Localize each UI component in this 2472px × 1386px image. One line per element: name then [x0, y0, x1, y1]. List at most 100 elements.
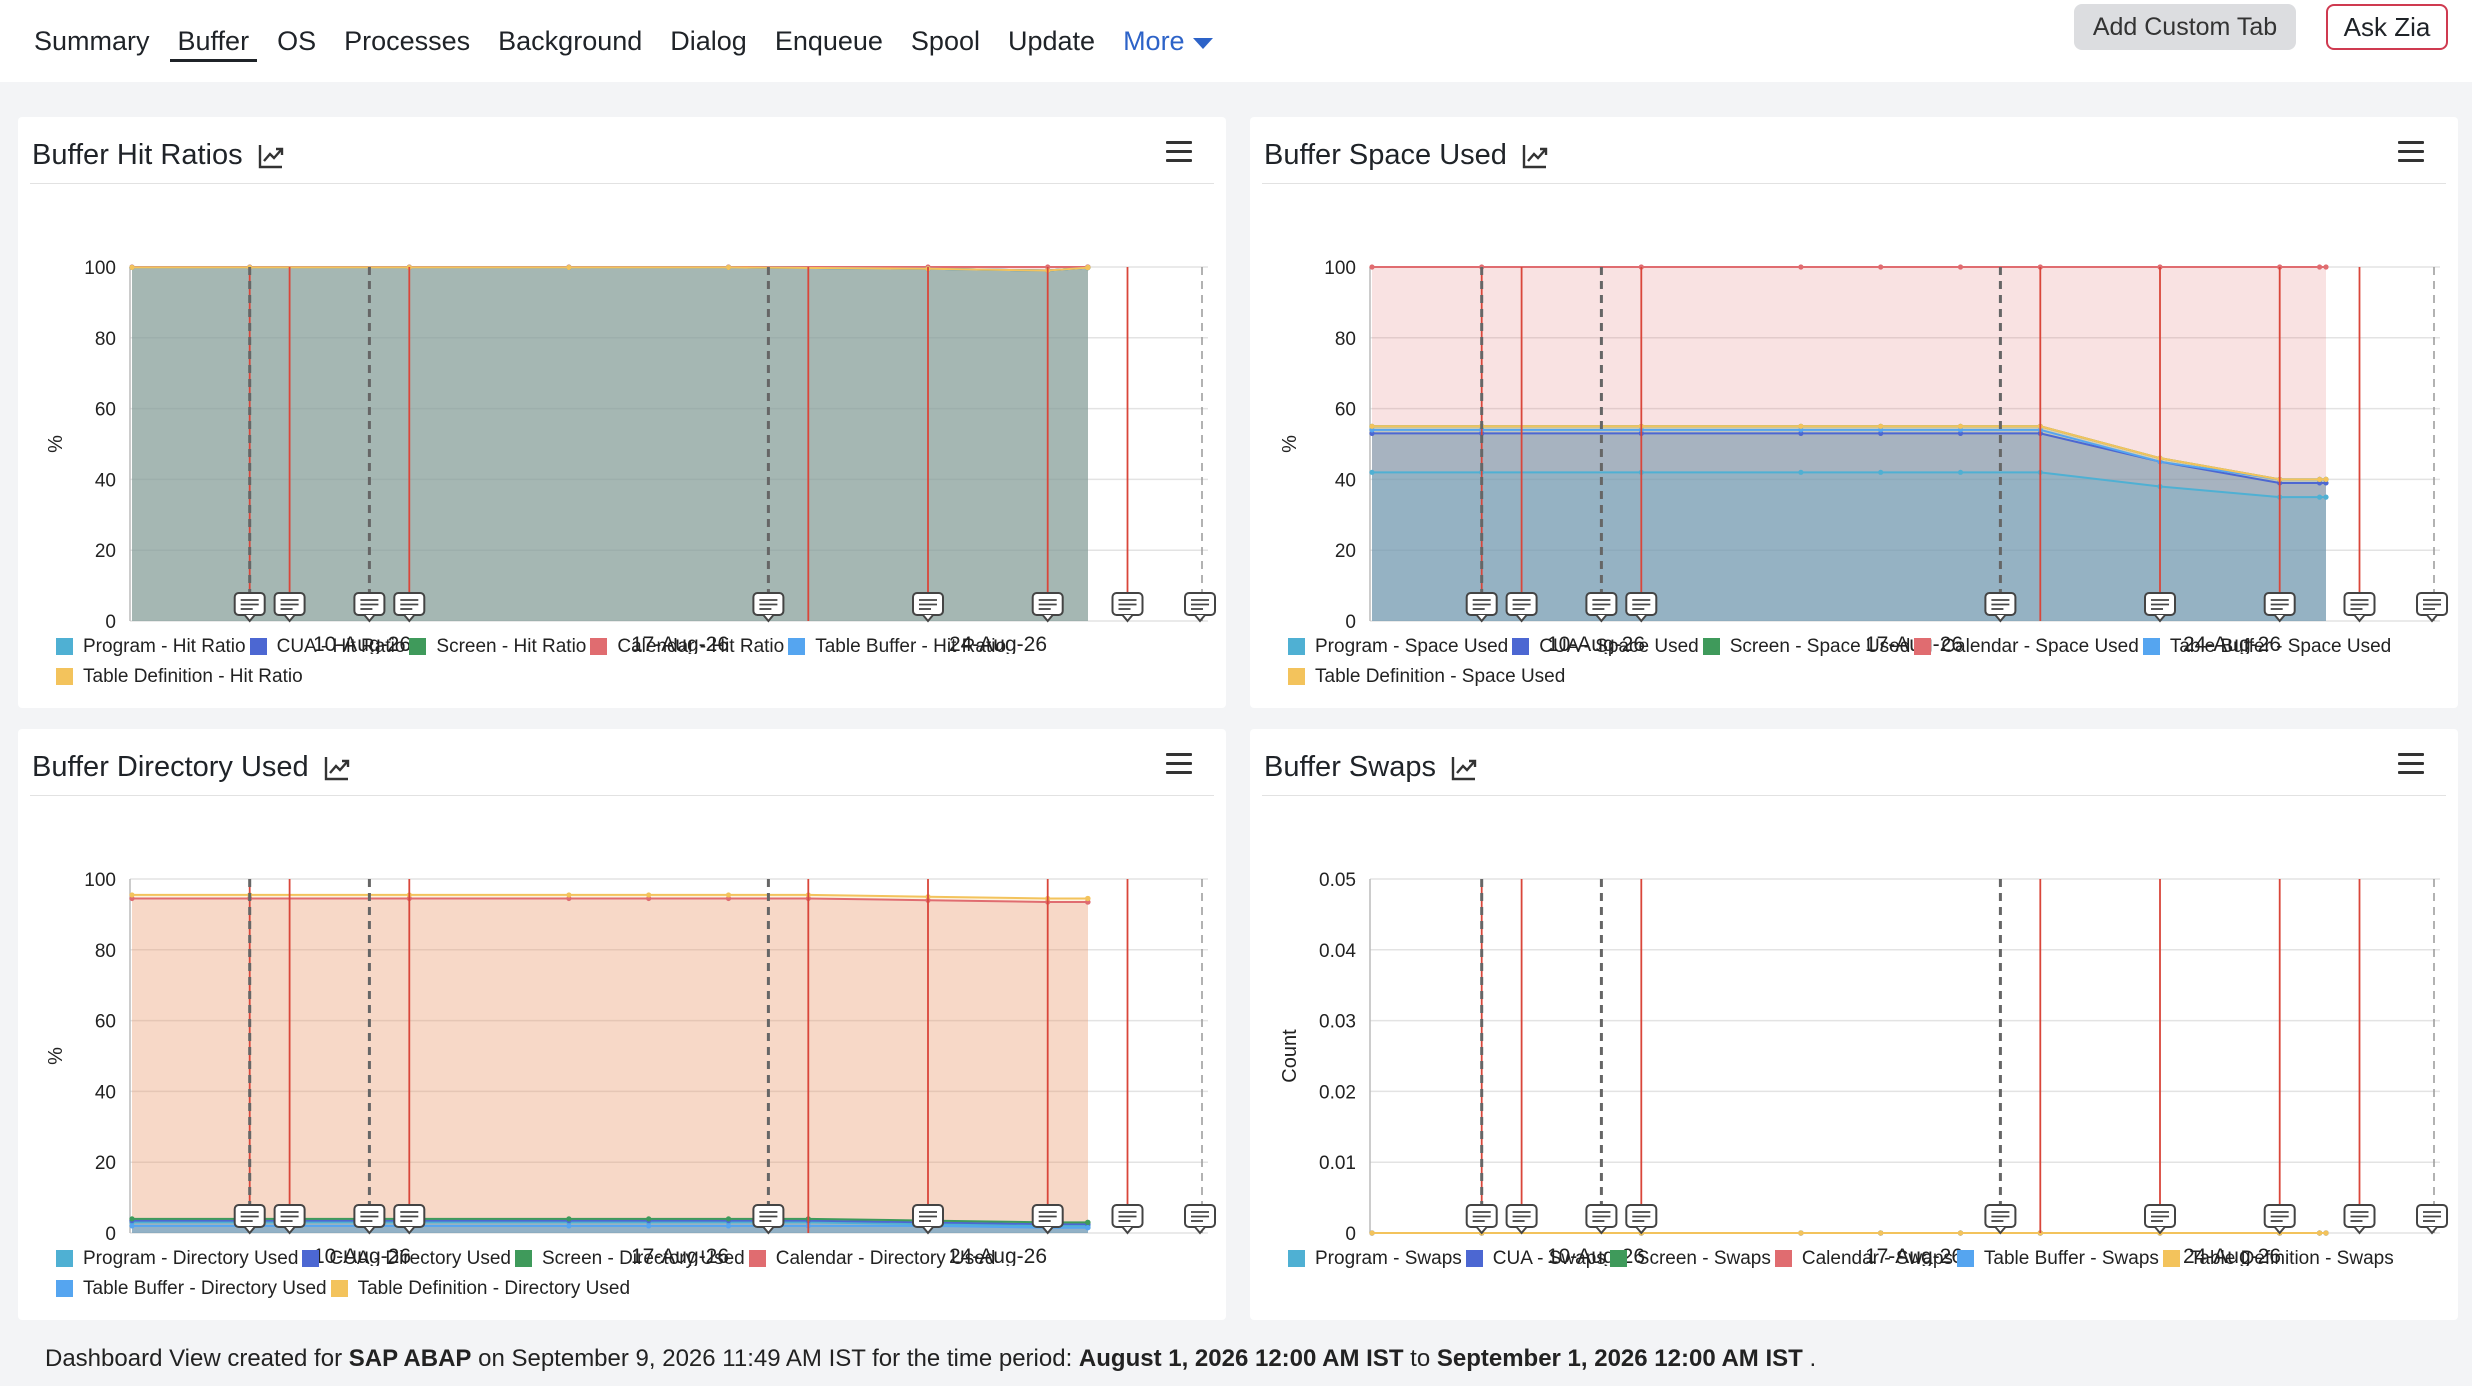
- note-marker-icon: [1465, 592, 1498, 623]
- legend-swatch: [2162, 1250, 2180, 1267]
- note-marker-icon: [1585, 592, 1618, 623]
- data-point: [1957, 469, 1964, 475]
- legend-swatch: [748, 1250, 766, 1267]
- trend-chart-icon[interactable]: [257, 142, 285, 170]
- legend-label: Program - Directory Used: [83, 1248, 299, 1269]
- legend-item[interactable]: Screen - Space Used: [1702, 633, 1910, 660]
- legend-swatch: [1512, 638, 1530, 655]
- y-tick-label: 0.01: [1319, 1153, 1356, 1174]
- note-marker-tail: [283, 614, 296, 623]
- legend-item[interactable]: Table Definition - Directory Used: [330, 1275, 630, 1302]
- legend-item[interactable]: Table Buffer - Swaps: [1956, 1245, 2159, 1272]
- trend-chart-icon[interactable]: [1450, 754, 1478, 782]
- legend-item[interactable]: CUA - Swaps: [1465, 1245, 1606, 1272]
- legend-item[interactable]: Calendar - Directory Used: [748, 1245, 995, 1272]
- tab-summary[interactable]: Summary: [34, 25, 150, 56]
- tab-processes[interactable]: Processes: [344, 25, 471, 56]
- legend-item[interactable]: Table Buffer - Directory Used: [56, 1275, 327, 1302]
- data-point: [725, 892, 732, 898]
- tab-enqueue[interactable]: Enqueue: [774, 25, 883, 56]
- data-point: [129, 264, 135, 270]
- y-tick-label: 40: [95, 470, 116, 491]
- legend-swatch: [1288, 1250, 1305, 1267]
- y-tick-label: 60: [1335, 400, 1356, 421]
- chart-svg: 0 20 40 60 80 100% 10-Aug-26 17-Aug-26 24-Aug-26: [45, 258, 1216, 654]
- legend-swatch: [1288, 638, 1305, 655]
- series-area: [1372, 426, 2326, 621]
- data-point: [566, 264, 572, 270]
- legend-swatch: [409, 638, 427, 655]
- trend-chart-icon[interactable]: [323, 754, 351, 782]
- note-marker-icon: [1984, 592, 2017, 623]
- legend-item[interactable]: Calendar - Hit Ratio: [590, 633, 784, 660]
- legend-swatch: [788, 638, 806, 655]
- note-marker-tail: [2353, 1226, 2366, 1235]
- note-marker-tail: [1635, 1226, 1648, 1235]
- legend-label: Calendar - Space Used: [1941, 636, 2139, 657]
- legend-swatch: [1774, 1250, 1792, 1267]
- legend-item[interactable]: Program - Swaps: [1288, 1245, 1462, 1272]
- x-tick-label: 17-Aug-26: [631, 633, 729, 654]
- legend-item[interactable]: CUA - Hit Ratio: [249, 633, 406, 660]
- hamburger-menu-icon[interactable]: [1166, 753, 1192, 775]
- series-area: [132, 267, 1088, 621]
- legend-item[interactable]: Program - Directory Used: [56, 1245, 298, 1272]
- legend-item[interactable]: Program - Space Used: [1288, 633, 1508, 660]
- legend-swatch: [56, 1250, 73, 1267]
- legend-label: CUA - Hit Ratio: [276, 636, 406, 657]
- data-point: [1369, 469, 1375, 475]
- note-marker-icon: [1505, 1204, 1538, 1235]
- tab-spool[interactable]: Spool: [910, 25, 980, 56]
- note-marker-tail: [1994, 1226, 2007, 1235]
- y-tick-label: 20: [95, 1153, 116, 1174]
- note-marker-icon: [2343, 1204, 2376, 1235]
- legend-item[interactable]: Calendar - Space Used: [1914, 633, 2139, 660]
- x-tick-label: 10-Aug-26: [1547, 633, 1645, 654]
- ask-zia-button[interactable]: Ask Zia: [2326, 4, 2448, 50]
- legend-item[interactable]: Screen - Hit Ratio: [409, 633, 586, 660]
- legend-item[interactable]: Table Buffer - Hit Ratio: [788, 633, 1006, 660]
- note-marker-icon: [353, 1204, 386, 1235]
- x-tick-label: 10-Aug-26: [313, 633, 411, 654]
- note-marker-icon: [1984, 1204, 2017, 1235]
- data-point: [1085, 1219, 1091, 1225]
- tab-background[interactable]: Background: [498, 25, 643, 56]
- legend-item[interactable]: CUA - Space Used: [1512, 633, 1699, 660]
- data-point: [1878, 469, 1884, 475]
- legend-label: CUA - Space Used: [1539, 636, 1699, 657]
- legend-item[interactable]: Calendar - Swaps: [1774, 1245, 1953, 1272]
- more-tabs-dropdown[interactable]: More: [1109, 0, 1227, 82]
- legend-item[interactable]: Program - Hit Ratio: [56, 633, 246, 660]
- tab-update[interactable]: Update: [1007, 25, 1096, 56]
- note-marker-icon: [1031, 1204, 1064, 1235]
- legend-item[interactable]: CUA - Directory Used: [302, 1245, 511, 1272]
- tab-os[interactable]: OS: [277, 25, 317, 56]
- note-marker-icon: [1505, 592, 1538, 623]
- legend-item[interactable]: Table Definition - Space Used: [1288, 663, 1565, 690]
- data-point: [2323, 476, 2329, 482]
- note-marker-icon: [1031, 592, 1064, 623]
- add-custom-tab-button[interactable]: Add Custom Tab: [2074, 4, 2296, 50]
- legend-item[interactable]: Screen - Directory Used: [515, 1245, 745, 1272]
- trend-chart-icon[interactable]: [1521, 142, 1549, 170]
- panel-title-text: Buffer Directory Used: [32, 751, 309, 783]
- note-marker-tail: [2154, 614, 2166, 623]
- hamburger-menu-icon[interactable]: [2398, 753, 2424, 775]
- legend-item[interactable]: Table Buffer - Space Used: [2142, 633, 2391, 660]
- legend-item[interactable]: Table Definition - Hit Ratio: [56, 663, 303, 690]
- legend-item[interactable]: Table Definition - Swaps: [2162, 1245, 2394, 1272]
- tab-dialog[interactable]: Dialog: [670, 25, 747, 56]
- data-point: [646, 892, 652, 898]
- note-marker-tail: [2273, 1226, 2286, 1235]
- y-tick-label: 0.05: [1319, 870, 1356, 891]
- hamburger-menu-icon[interactable]: [1166, 141, 1192, 163]
- data-point: [129, 1223, 135, 1229]
- panel-title-text: Buffer Swaps: [1264, 751, 1436, 783]
- tab-buffer[interactable]: Buffer: [164, 0, 264, 82]
- series-area: [132, 267, 1088, 621]
- note-marker-tail: [243, 614, 256, 623]
- x-tick-label: 24-Aug-26: [2183, 1245, 2281, 1266]
- hamburger-menu-icon[interactable]: [2398, 141, 2424, 163]
- note-marker-tail: [1595, 1226, 1608, 1235]
- legend-item[interactable]: Screen - Swaps: [1609, 1245, 1771, 1272]
